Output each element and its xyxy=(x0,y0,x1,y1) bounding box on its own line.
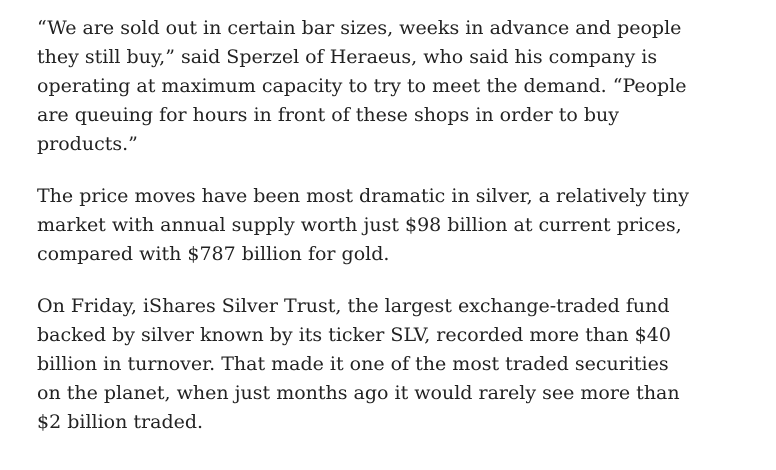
text-line: The price moves have been most dramatic … xyxy=(37,185,689,207)
article-body: “We are sold out in certain bar sizes, w… xyxy=(37,14,737,437)
text-line: operating at maximum capacity to try to … xyxy=(37,75,687,97)
text-line: are queuing for hours in front of these … xyxy=(37,104,619,126)
text-line: products.” xyxy=(37,133,138,155)
text-line: $2 billion traded. xyxy=(37,411,204,433)
text-line: on the planet, when just months ago it w… xyxy=(37,382,680,404)
text-line: On Friday, iShares Silver Trust, the lar… xyxy=(37,295,670,317)
paragraph-slv-turnover: On Friday, iShares Silver Trust, the lar… xyxy=(37,292,737,437)
text-line: backed by silver known by its ticker SLV… xyxy=(37,324,671,346)
paragraph-quote: “We are sold out in certain bar sizes, w… xyxy=(37,14,737,159)
text-line: billion in turnover. That made it one of… xyxy=(37,353,669,375)
paragraph-silver-market: The price moves have been most dramatic … xyxy=(37,182,737,269)
text-line: market with annual supply worth just $98… xyxy=(37,214,682,236)
text-line: they still buy,” said Sperzel of Heraeus… xyxy=(37,46,658,68)
text-line: “We are sold out in certain bar sizes, w… xyxy=(37,17,682,39)
text-line: compared with $787 billion for gold. xyxy=(37,243,390,265)
